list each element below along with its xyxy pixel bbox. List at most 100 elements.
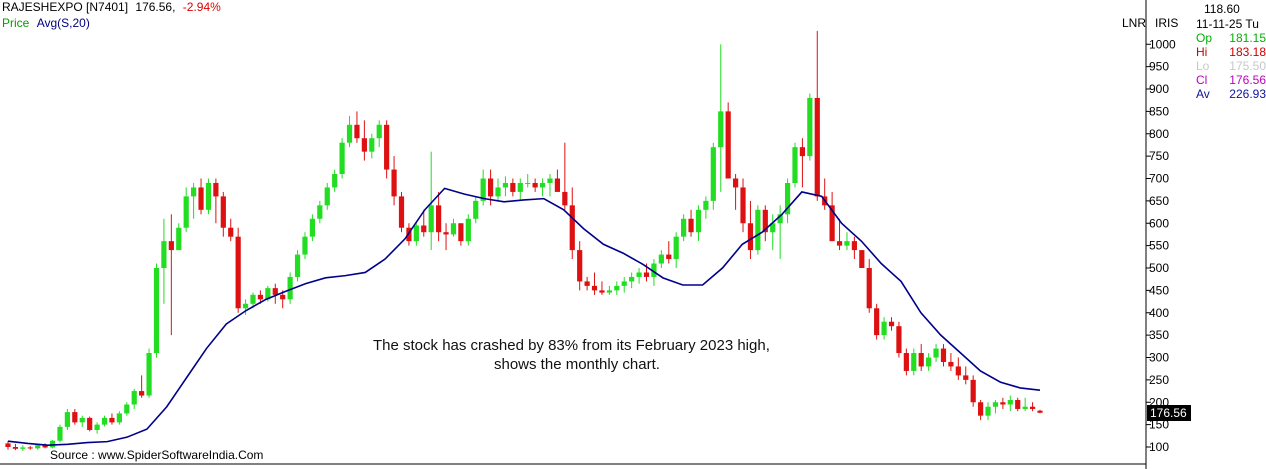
last-price-tag: 176.56 (1147, 405, 1191, 421)
candle-body (369, 138, 375, 152)
candle-body (577, 250, 583, 282)
candle-body (272, 288, 278, 295)
y-tick-label: 300 (1149, 351, 1169, 365)
candle-body (146, 353, 152, 396)
candle-body (643, 272, 650, 277)
candle-body (294, 254, 301, 277)
candle-body (250, 294, 256, 304)
candle-body (502, 182, 509, 188)
candle-body (391, 169, 397, 197)
y-tick-label: 450 (1149, 283, 1169, 297)
candle-body (940, 348, 947, 362)
info-row-value: 183.18 (1229, 45, 1266, 59)
candle-body (235, 236, 241, 309)
y-tick-label: 950 (1149, 60, 1169, 74)
candle-body (317, 205, 323, 219)
info-row-value: 226.93 (1229, 87, 1266, 101)
candle-body (562, 191, 568, 206)
candle-body (228, 227, 234, 237)
candle-body (443, 232, 449, 235)
candle-body (480, 178, 486, 201)
candle-body (280, 294, 286, 300)
candle-body (970, 379, 976, 403)
candle-body (72, 412, 78, 423)
candle-body (42, 445, 48, 448)
candle-body (881, 321, 887, 336)
legend-price: Price (2, 16, 30, 30)
candle-body (658, 254, 664, 264)
candle-body (978, 402, 984, 416)
candle-body (205, 182, 212, 210)
candle-body (851, 241, 857, 251)
candle-body (547, 178, 553, 183)
candle-body (732, 178, 739, 188)
candle-body (302, 236, 308, 255)
candle-body (354, 124, 360, 139)
candle-body (35, 445, 41, 449)
symbol-label: RAJESHEXPO [N7401] (2, 0, 129, 14)
candle-body (361, 138, 367, 152)
candle-body (554, 178, 561, 192)
candle-body (1029, 406, 1036, 409)
candle-body (829, 205, 835, 242)
candle-body (718, 111, 724, 148)
candle-body (703, 200, 709, 210)
chart-header: RAJESHEXPO [N7401] 176.56, -2.94% (2, 0, 221, 14)
y-tick-label: 150 (1149, 418, 1169, 432)
candle-body (918, 353, 924, 367)
candle-body (599, 290, 605, 293)
candle-body (12, 447, 19, 449)
candle-body (591, 285, 598, 291)
candle-body (866, 268, 872, 309)
candle-body (287, 276, 293, 300)
candle-body (814, 97, 820, 197)
candle-body (510, 182, 516, 192)
candle-body (428, 205, 434, 233)
candle-body (666, 254, 672, 260)
last-price-tag-text: 176.56 (1150, 406, 1187, 420)
candle-body (242, 303, 249, 309)
candle-body (116, 413, 122, 423)
info-row-label: Cl (1196, 73, 1208, 87)
candle-body (584, 281, 590, 286)
candle-body (629, 276, 635, 282)
candle-body (332, 174, 338, 188)
candle-body (948, 361, 954, 367)
candle-body (213, 182, 219, 197)
y-tick-label: 250 (1149, 373, 1169, 387)
y-tick-label: 900 (1149, 82, 1169, 96)
candle-body (1015, 400, 1021, 409)
candle-body (532, 182, 538, 188)
candle-body (859, 250, 865, 268)
candle-body (49, 440, 56, 448)
candle-body (606, 290, 612, 293)
candle-body (109, 417, 115, 423)
candle-body (384, 124, 390, 170)
candle-body (257, 294, 264, 300)
candle-body (710, 147, 716, 201)
y-tick-label: 600 (1149, 216, 1169, 230)
candle-body (124, 404, 130, 414)
candle-body (621, 281, 627, 286)
candle-body (992, 402, 999, 407)
candle-body (755, 209, 761, 251)
info-row-label: Hi (1196, 45, 1208, 59)
candle-body (87, 417, 93, 430)
y-tick-label: 650 (1149, 194, 1169, 208)
candle-body (198, 187, 204, 210)
candle-body (525, 182, 531, 184)
candle-body (153, 268, 160, 354)
candle-body (933, 348, 939, 358)
candle-body (487, 178, 494, 197)
candle-body (792, 147, 798, 183)
candle-body (101, 417, 108, 425)
candle-body (450, 223, 457, 235)
moving-average-line (7, 187, 1041, 447)
candle-body (5, 443, 11, 447)
info-value: 118.60 (1204, 2, 1240, 16)
candle-body (799, 147, 806, 157)
candle-body (539, 182, 546, 188)
candle-body (421, 225, 427, 233)
candle-body (911, 353, 917, 371)
